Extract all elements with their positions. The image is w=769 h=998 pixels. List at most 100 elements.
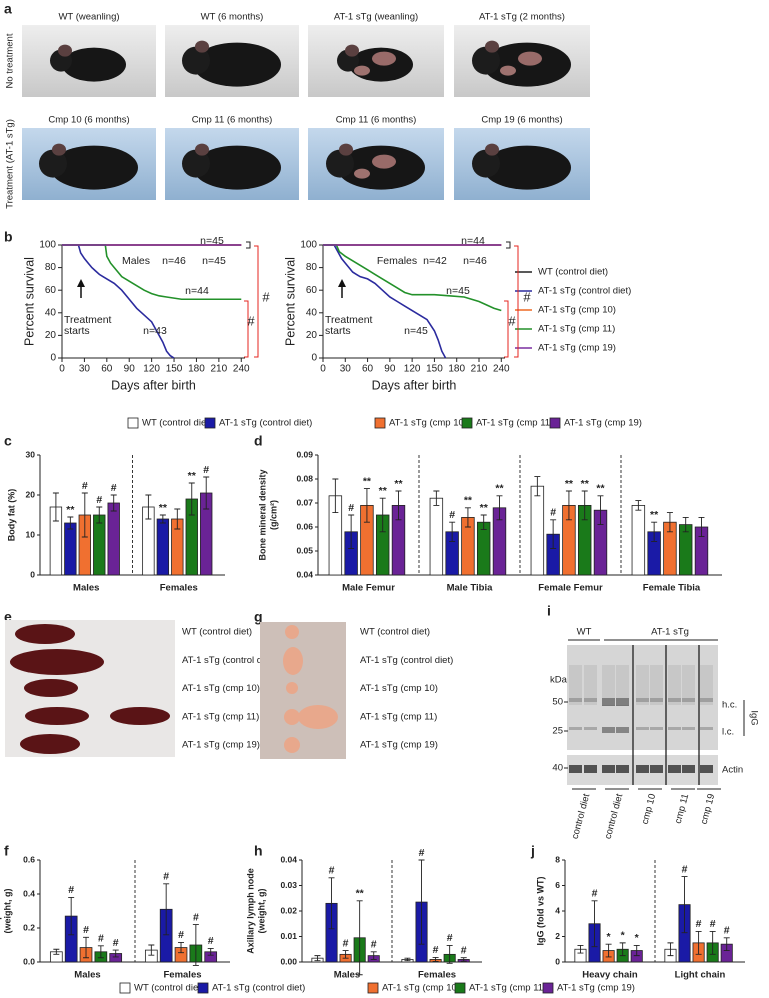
group-label: WT — [577, 627, 592, 638]
band — [700, 665, 713, 705]
annotation: n=45 — [446, 285, 470, 297]
band — [636, 727, 649, 730]
survival-curve — [62, 244, 242, 301]
panel-label: i — [547, 603, 551, 619]
loading-label: Actin — [722, 765, 743, 776]
mouse-ear — [195, 143, 209, 156]
x-tick-label: 0 — [320, 364, 326, 375]
x-tick-label: Male Femur — [342, 583, 395, 594]
caption: AT-1 sTg (control diet) — [182, 655, 275, 666]
bar — [64, 522, 77, 576]
error-bar — [328, 877, 335, 930]
photo-caption: Cmp 19 (6 months) — [481, 115, 562, 126]
photo-caption: AT-1 sTg (2 months) — [479, 12, 565, 23]
lesion — [518, 51, 542, 66]
x-tick-label: 240 — [233, 364, 250, 375]
x-tick-label: Females — [418, 970, 456, 981]
y-axis-label: Percent survival — [283, 257, 297, 346]
panel-label: a — [4, 1, 12, 17]
legend-label: AT-1 sTg (cmp 11) — [476, 418, 553, 429]
mouse-body — [50, 145, 138, 190]
caption: AT-1 sTg (control diet) — [360, 655, 453, 666]
significance: * — [621, 930, 626, 942]
significance: ** — [581, 478, 590, 490]
lymph-node — [283, 647, 303, 675]
x-tick-label: Female Femur — [538, 583, 603, 594]
significance: ** — [379, 485, 388, 497]
bar — [631, 504, 646, 576]
annotation: n=44 — [461, 235, 485, 247]
y-tick-label: 0 — [555, 956, 560, 966]
error-bar — [597, 495, 604, 526]
error-bar — [605, 943, 612, 958]
error-bar — [667, 942, 674, 957]
annotation: Males — [122, 255, 150, 267]
error-bar — [148, 944, 155, 956]
error-bar — [651, 521, 658, 542]
error-bar — [534, 476, 541, 497]
band — [668, 765, 681, 773]
spleen — [110, 707, 170, 725]
significance: * — [607, 931, 612, 943]
y-tick-label: 40 — [306, 307, 318, 318]
band — [682, 727, 695, 730]
error-bar — [53, 948, 60, 955]
band — [569, 698, 582, 702]
y-axis-label: Body fat (%) — [6, 489, 16, 542]
photo-caption: Cmp 10 (6 months) — [48, 115, 129, 126]
photo — [260, 622, 346, 759]
legend-swatch — [367, 982, 379, 994]
error-bar — [577, 944, 584, 954]
band — [650, 698, 663, 702]
significance: # — [449, 509, 455, 521]
lesion — [354, 168, 370, 179]
error-bar — [52, 492, 59, 522]
y-tick-label: 8 — [555, 854, 560, 864]
y-tick-label: 0 — [311, 353, 317, 364]
legend-swatch — [461, 417, 473, 429]
error-bar — [159, 514, 166, 524]
error-bar — [67, 516, 74, 530]
band — [650, 765, 663, 773]
significance: ** — [650, 509, 659, 521]
significance: # — [82, 480, 88, 492]
significance: ** — [596, 483, 605, 495]
band — [668, 665, 681, 705]
error-bar — [619, 942, 626, 957]
band — [668, 698, 681, 702]
annotation: n=46 — [162, 255, 186, 267]
band-label: h.c. — [722, 700, 737, 711]
band — [569, 727, 582, 730]
error-bar — [591, 900, 598, 948]
mouse-body — [193, 42, 281, 87]
significance: ** — [480, 502, 489, 514]
y-axis-label: Bone mineral density — [257, 469, 267, 560]
legend-swatch — [204, 417, 216, 429]
caption: AT-1 sTg (cmp 19) — [182, 740, 260, 751]
legend-swatch — [374, 417, 386, 429]
annotation: Treatment starts — [325, 315, 372, 337]
y-axis-label: Axillary lymph node — [245, 868, 255, 954]
legend-label: WT (control diet) — [538, 267, 608, 278]
y-tick-label: 0.00 — [280, 956, 297, 966]
panel-label: f — [4, 843, 9, 859]
y-tick-label: 60 — [45, 285, 57, 296]
error-bar — [348, 514, 355, 550]
x-tick-label: Males — [74, 970, 100, 981]
band — [668, 727, 681, 730]
band — [616, 727, 629, 733]
mouse-body — [193, 145, 281, 190]
annotation: # — [508, 313, 516, 328]
significance: # — [178, 929, 184, 941]
significance: ** — [565, 478, 574, 490]
band — [700, 698, 713, 702]
y-axis-label: (weight, g) — [2, 889, 12, 934]
x-tick-label: 90 — [384, 364, 396, 375]
error-bar — [449, 521, 456, 542]
x-tick-label: 210 — [471, 364, 488, 375]
photo-caption: WT (weanling) — [58, 12, 119, 23]
mouse-ear — [58, 44, 72, 57]
error-bar — [464, 507, 471, 528]
error-bar — [698, 516, 705, 538]
bar — [429, 497, 444, 576]
